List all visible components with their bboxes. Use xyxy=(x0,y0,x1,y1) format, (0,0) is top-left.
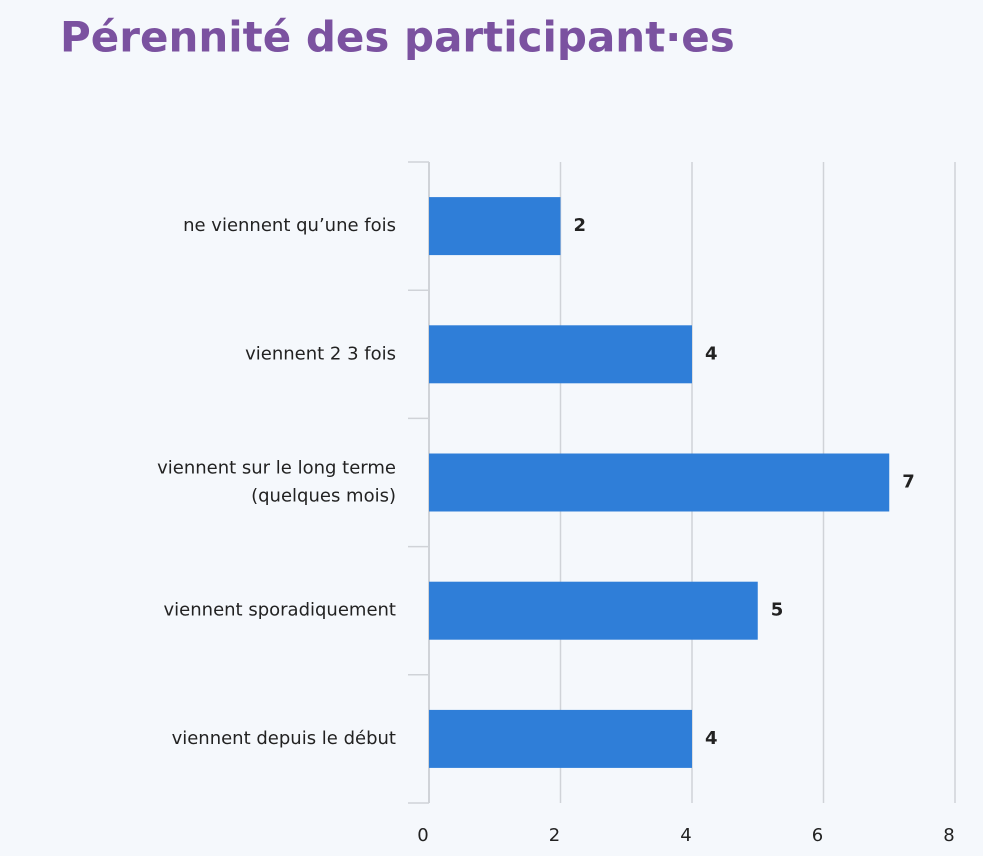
label-line: viennent depuis le début xyxy=(172,728,396,749)
x-tick-label: 0 xyxy=(417,825,428,846)
chart-title: Pérennité des participant·es xyxy=(60,13,735,62)
label-line: viennent 2 3 fois xyxy=(245,343,396,364)
label-line: (quelques mois) xyxy=(251,486,396,507)
y-tick-label: viennent sur le long terme (quelques mois… xyxy=(157,458,396,507)
value-label: 2 xyxy=(574,215,587,236)
bar xyxy=(429,709,692,768)
value-label: 7 xyxy=(902,472,915,493)
bar xyxy=(429,197,561,256)
bar xyxy=(429,453,890,512)
label-line: ne viennent qu’une fois xyxy=(183,215,396,236)
bar xyxy=(429,325,692,384)
value-label: 5 xyxy=(771,600,784,621)
x-tick-label: 8 xyxy=(943,825,954,846)
x-tick-label: 6 xyxy=(812,825,823,846)
y-tick-label: viennent 2 3 fois xyxy=(245,343,396,364)
y-tick-label: viennent depuis le début xyxy=(172,728,396,749)
value-label: 4 xyxy=(705,343,718,364)
x-tick-label: 2 xyxy=(549,825,560,846)
label-line: viennent sur le long terme xyxy=(157,458,396,479)
label-line: viennent sporadiquement xyxy=(164,600,396,621)
bar xyxy=(429,581,758,640)
x-tick-label: 4 xyxy=(680,825,691,846)
value-label: 4 xyxy=(705,728,718,749)
y-tick-label: viennent sporadiquement xyxy=(164,600,396,621)
y-tick-label: ne viennent qu’une fois xyxy=(183,215,396,236)
